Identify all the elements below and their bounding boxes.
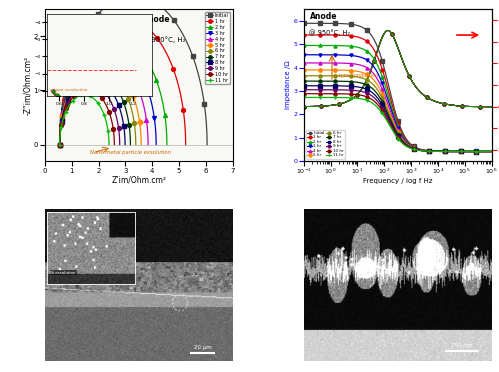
Text: n-type conduction: n-type conduction <box>334 74 378 78</box>
Text: 20 μm: 20 μm <box>194 345 212 350</box>
X-axis label: Frequency / log f Hz: Frequency / log f Hz <box>363 178 433 184</box>
Text: 200 nm: 200 nm <box>451 343 472 348</box>
X-axis label: Z’im/Ohm.cm²: Z’im/Ohm.cm² <box>111 175 166 184</box>
Text: @ 950°C, H₂: @ 950°C, H₂ <box>143 36 186 43</box>
Text: Anode: Anode <box>309 12 337 21</box>
Text: Anode: Anode <box>143 15 170 24</box>
Legend: Initial, 1 hr, 2 hr, 3 hr, 4 hr, 5 hr, 6 hr, 7 hr, 8 hr, 9 hr, 10 hr, 11 hr: Initial, 1 hr, 2 hr, 3 hr, 4 hr, 5 hr, 6… <box>306 130 345 159</box>
Text: Nano metal particle exsolution: Nano metal particle exsolution <box>90 150 171 155</box>
Text: @ 950°C, H₂: @ 950°C, H₂ <box>309 29 351 36</box>
Y-axis label: Impedance /Ω: Impedance /Ω <box>285 61 291 109</box>
Y-axis label: -Z”im/Ohm.cm²: -Z”im/Ohm.cm² <box>23 55 32 115</box>
Legend: Initial, 1 hr, 2 hr, 3 hr, 4 hr, 5 hr, 6 hr, 7 hr, 8 hr, 9 hr, 10 hr, 11 hr: Initial, 1 hr, 2 hr, 3 hr, 4 hr, 5 hr, 6… <box>205 12 230 84</box>
